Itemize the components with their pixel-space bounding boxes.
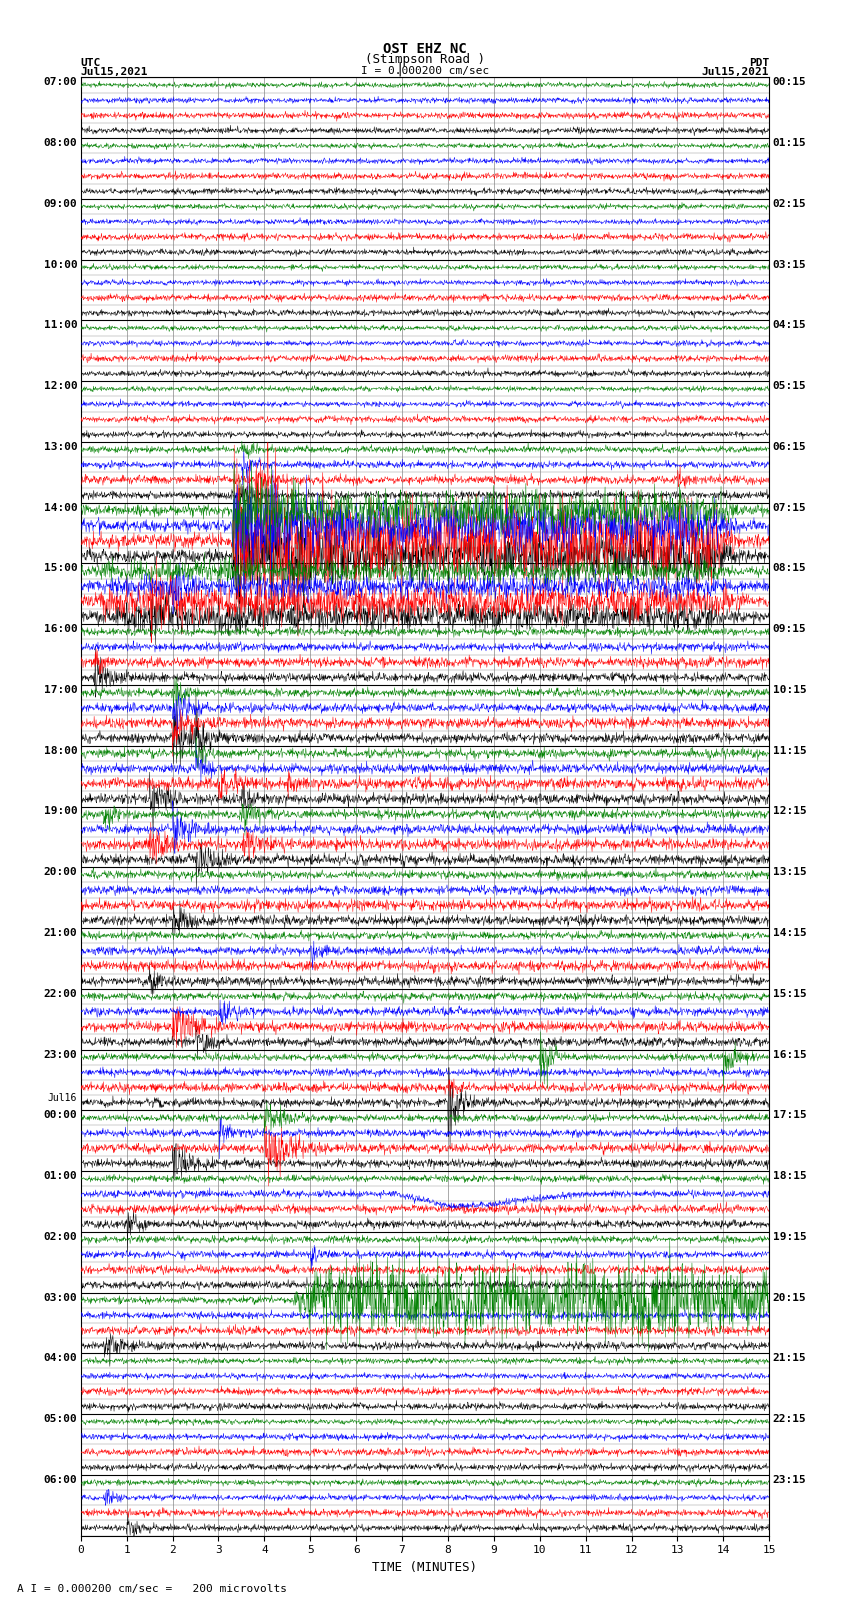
Text: 03:15: 03:15 — [773, 260, 807, 269]
Text: PDT: PDT — [749, 58, 769, 68]
Text: 19:15: 19:15 — [773, 1232, 807, 1242]
Text: 18:15: 18:15 — [773, 1171, 807, 1181]
Text: 02:00: 02:00 — [43, 1232, 77, 1242]
Text: 19:00: 19:00 — [43, 806, 77, 816]
Text: 01:00: 01:00 — [43, 1171, 77, 1181]
Text: 13:15: 13:15 — [773, 868, 807, 877]
Text: A I = 0.000200 cm/sec =   200 microvolts: A I = 0.000200 cm/sec = 200 microvolts — [17, 1584, 287, 1594]
Text: 22:00: 22:00 — [43, 989, 77, 998]
Text: 21:15: 21:15 — [773, 1353, 807, 1363]
Text: 23:00: 23:00 — [43, 1050, 77, 1060]
Text: 15:15: 15:15 — [773, 989, 807, 998]
Text: 17:15: 17:15 — [773, 1110, 807, 1121]
Text: 12:00: 12:00 — [43, 381, 77, 392]
Text: 14:15: 14:15 — [773, 927, 807, 939]
Text: 14:00: 14:00 — [43, 503, 77, 513]
Text: UTC: UTC — [81, 58, 101, 68]
Text: 01:15: 01:15 — [773, 139, 807, 148]
Text: 04:15: 04:15 — [773, 321, 807, 331]
Text: 16:15: 16:15 — [773, 1050, 807, 1060]
Text: 13:00: 13:00 — [43, 442, 77, 452]
Text: Jul16: Jul16 — [48, 1094, 77, 1103]
Text: 21:00: 21:00 — [43, 927, 77, 939]
Text: 10:15: 10:15 — [773, 686, 807, 695]
Text: Jul15,2021: Jul15,2021 — [702, 68, 769, 77]
Text: OST EHZ NC: OST EHZ NC — [383, 42, 467, 56]
Text: 05:00: 05:00 — [43, 1415, 77, 1424]
Text: 15:00: 15:00 — [43, 563, 77, 574]
Text: 06:15: 06:15 — [773, 442, 807, 452]
Text: 11:15: 11:15 — [773, 745, 807, 756]
Text: 08:15: 08:15 — [773, 563, 807, 574]
Text: 04:00: 04:00 — [43, 1353, 77, 1363]
Text: 00:15: 00:15 — [773, 77, 807, 87]
Text: 12:15: 12:15 — [773, 806, 807, 816]
Text: Jul15,2021: Jul15,2021 — [81, 68, 148, 77]
Text: I = 0.000200 cm/sec: I = 0.000200 cm/sec — [361, 66, 489, 76]
Text: 03:00: 03:00 — [43, 1292, 77, 1303]
Text: 00:00: 00:00 — [43, 1110, 77, 1121]
Text: 05:15: 05:15 — [773, 381, 807, 392]
Text: 22:15: 22:15 — [773, 1415, 807, 1424]
X-axis label: TIME (MINUTES): TIME (MINUTES) — [372, 1561, 478, 1574]
Text: 17:00: 17:00 — [43, 686, 77, 695]
Text: 02:15: 02:15 — [773, 198, 807, 210]
Text: 09:15: 09:15 — [773, 624, 807, 634]
Text: 07:15: 07:15 — [773, 503, 807, 513]
Text: 10:00: 10:00 — [43, 260, 77, 269]
Text: (Stimpson Road ): (Stimpson Road ) — [365, 53, 485, 66]
Text: 16:00: 16:00 — [43, 624, 77, 634]
Text: 23:15: 23:15 — [773, 1474, 807, 1486]
Text: 20:00: 20:00 — [43, 868, 77, 877]
Text: 11:00: 11:00 — [43, 321, 77, 331]
Text: 06:00: 06:00 — [43, 1474, 77, 1486]
Text: 18:00: 18:00 — [43, 745, 77, 756]
Text: |: | — [395, 61, 404, 76]
Text: 07:00: 07:00 — [43, 77, 77, 87]
Text: 08:00: 08:00 — [43, 139, 77, 148]
Text: 20:15: 20:15 — [773, 1292, 807, 1303]
Text: 09:00: 09:00 — [43, 198, 77, 210]
